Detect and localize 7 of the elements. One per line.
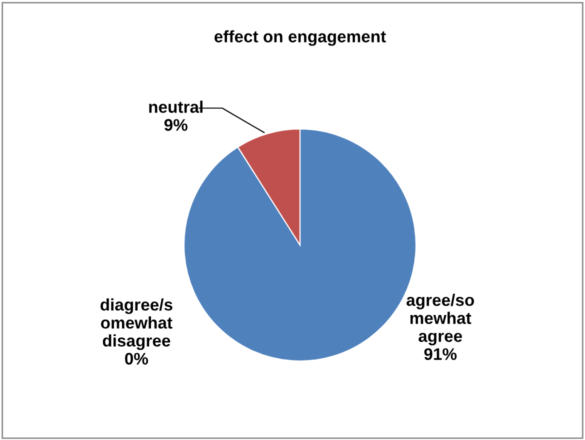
slice-label: neutral bbox=[149, 100, 202, 113]
category-label: diagree/s omewhat disagree bbox=[100, 298, 172, 350]
data-label: 9% bbox=[164, 119, 188, 131]
text: 0% bbox=[125, 352, 148, 365]
slice-label: agree/so mewhat agree bbox=[406, 294, 474, 346]
chart-title: effect on engagement bbox=[214, 30, 386, 46]
data-label: 91% bbox=[424, 348, 457, 360]
